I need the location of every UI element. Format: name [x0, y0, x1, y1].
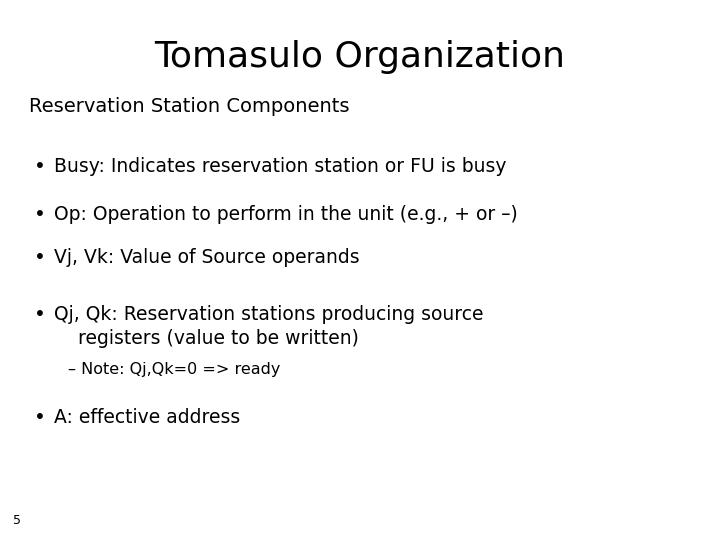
- Text: Tomasulo Organization: Tomasulo Organization: [155, 40, 565, 75]
- Text: Op: Operation to perform in the unit (e.g., + or –): Op: Operation to perform in the unit (e.…: [54, 205, 518, 224]
- Text: Reservation Station Components: Reservation Station Components: [29, 97, 349, 116]
- Text: •: •: [34, 205, 45, 224]
- Text: •: •: [34, 248, 45, 267]
- Text: A: effective address: A: effective address: [54, 408, 240, 427]
- Text: – Note: Qj,Qk=0 => ready: – Note: Qj,Qk=0 => ready: [68, 362, 281, 377]
- Text: Busy: Indicates reservation station or FU is busy: Busy: Indicates reservation station or F…: [54, 157, 506, 176]
- Text: 5: 5: [13, 514, 21, 526]
- Text: •: •: [34, 157, 45, 176]
- Text: •: •: [34, 408, 45, 427]
- Text: Qj, Qk: Reservation stations producing source
    registers (value to be written: Qj, Qk: Reservation stations producing s…: [54, 305, 484, 348]
- Text: •: •: [34, 305, 45, 324]
- Text: Vj, Vk: Value of Source operands: Vj, Vk: Value of Source operands: [54, 248, 359, 267]
